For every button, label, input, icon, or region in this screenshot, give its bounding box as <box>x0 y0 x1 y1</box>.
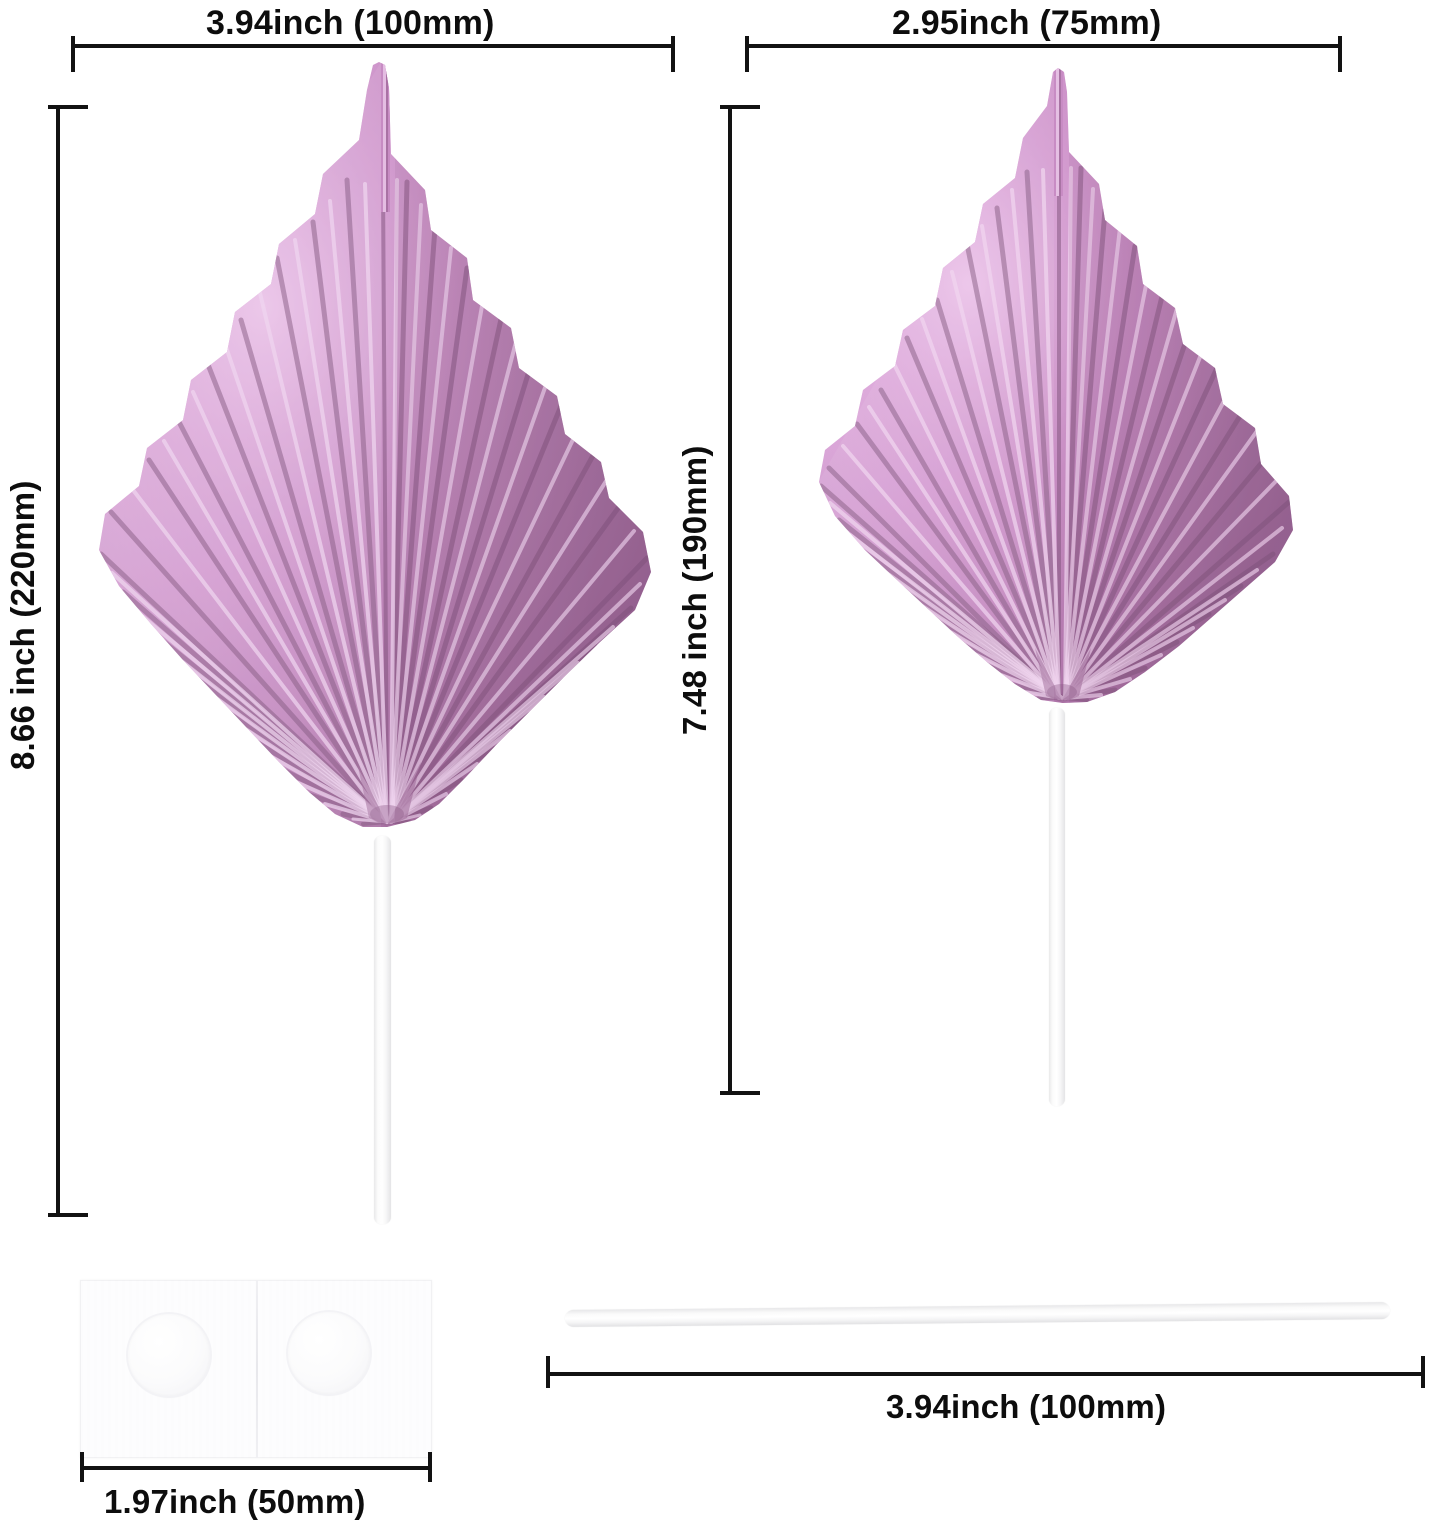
large-leaf-stick <box>374 836 391 1224</box>
dimension-tick-right <box>428 1452 432 1482</box>
stick-length-label: 3.94inch (100mm) <box>886 1388 1167 1425</box>
large-leaf-height-label: 8.66 inch (220mm) <box>4 480 41 770</box>
small-leaf-height-label: 7.48 inch (190mm) <box>676 445 713 735</box>
large-leaf-svg <box>99 62 651 827</box>
dimension-tick-bottom <box>48 1213 88 1217</box>
large-leaf-height-dimension-line <box>48 105 90 1217</box>
dimension-bar <box>745 44 1342 48</box>
dimension-tick-left <box>546 1356 550 1388</box>
small-leaf-width-label: 2.95inch (75mm) <box>892 4 1162 42</box>
large-pleated-palm-leaf <box>95 62 655 827</box>
large-leaf-width-dimension-line <box>71 36 675 76</box>
adhesive-dot <box>128 1314 210 1396</box>
dimension-tick-right <box>671 36 675 72</box>
loose-stick <box>564 1302 1391 1327</box>
pad-width-dimension-line <box>80 1452 432 1496</box>
adhesive-dot-sheet <box>80 1280 432 1458</box>
small-leaf-stick <box>1049 708 1065 1106</box>
dimension-tick-top <box>720 105 760 109</box>
pad-perforation-seam <box>256 1280 258 1458</box>
dimension-tick-top <box>48 105 88 109</box>
dimension-bar <box>71 44 675 48</box>
pad-width-label: 1.97inch (50mm) <box>104 1483 366 1520</box>
small-leaf-height-dimension-line <box>720 105 762 1095</box>
large-leaf-width-label: 3.94inch (100mm) <box>206 4 495 42</box>
dimension-tick-left <box>71 36 75 72</box>
dimension-bar <box>80 1466 432 1470</box>
dimension-tick-right <box>1338 36 1342 72</box>
stick-length-dimension-line <box>546 1356 1425 1402</box>
dimension-bar <box>728 105 732 1095</box>
dimension-tick-left <box>80 1452 84 1482</box>
small-leaf-svg <box>819 68 1293 703</box>
dimension-tick-right <box>1421 1356 1425 1388</box>
dimension-bar <box>546 1372 1425 1376</box>
dimension-tick-left <box>745 36 749 72</box>
adhesive-dot <box>288 1312 370 1394</box>
dimension-tick-bottom <box>720 1091 760 1095</box>
small-leaf-width-dimension-line <box>745 36 1342 76</box>
small-pleated-palm-leaf <box>815 68 1295 703</box>
dimension-bar <box>56 105 60 1217</box>
